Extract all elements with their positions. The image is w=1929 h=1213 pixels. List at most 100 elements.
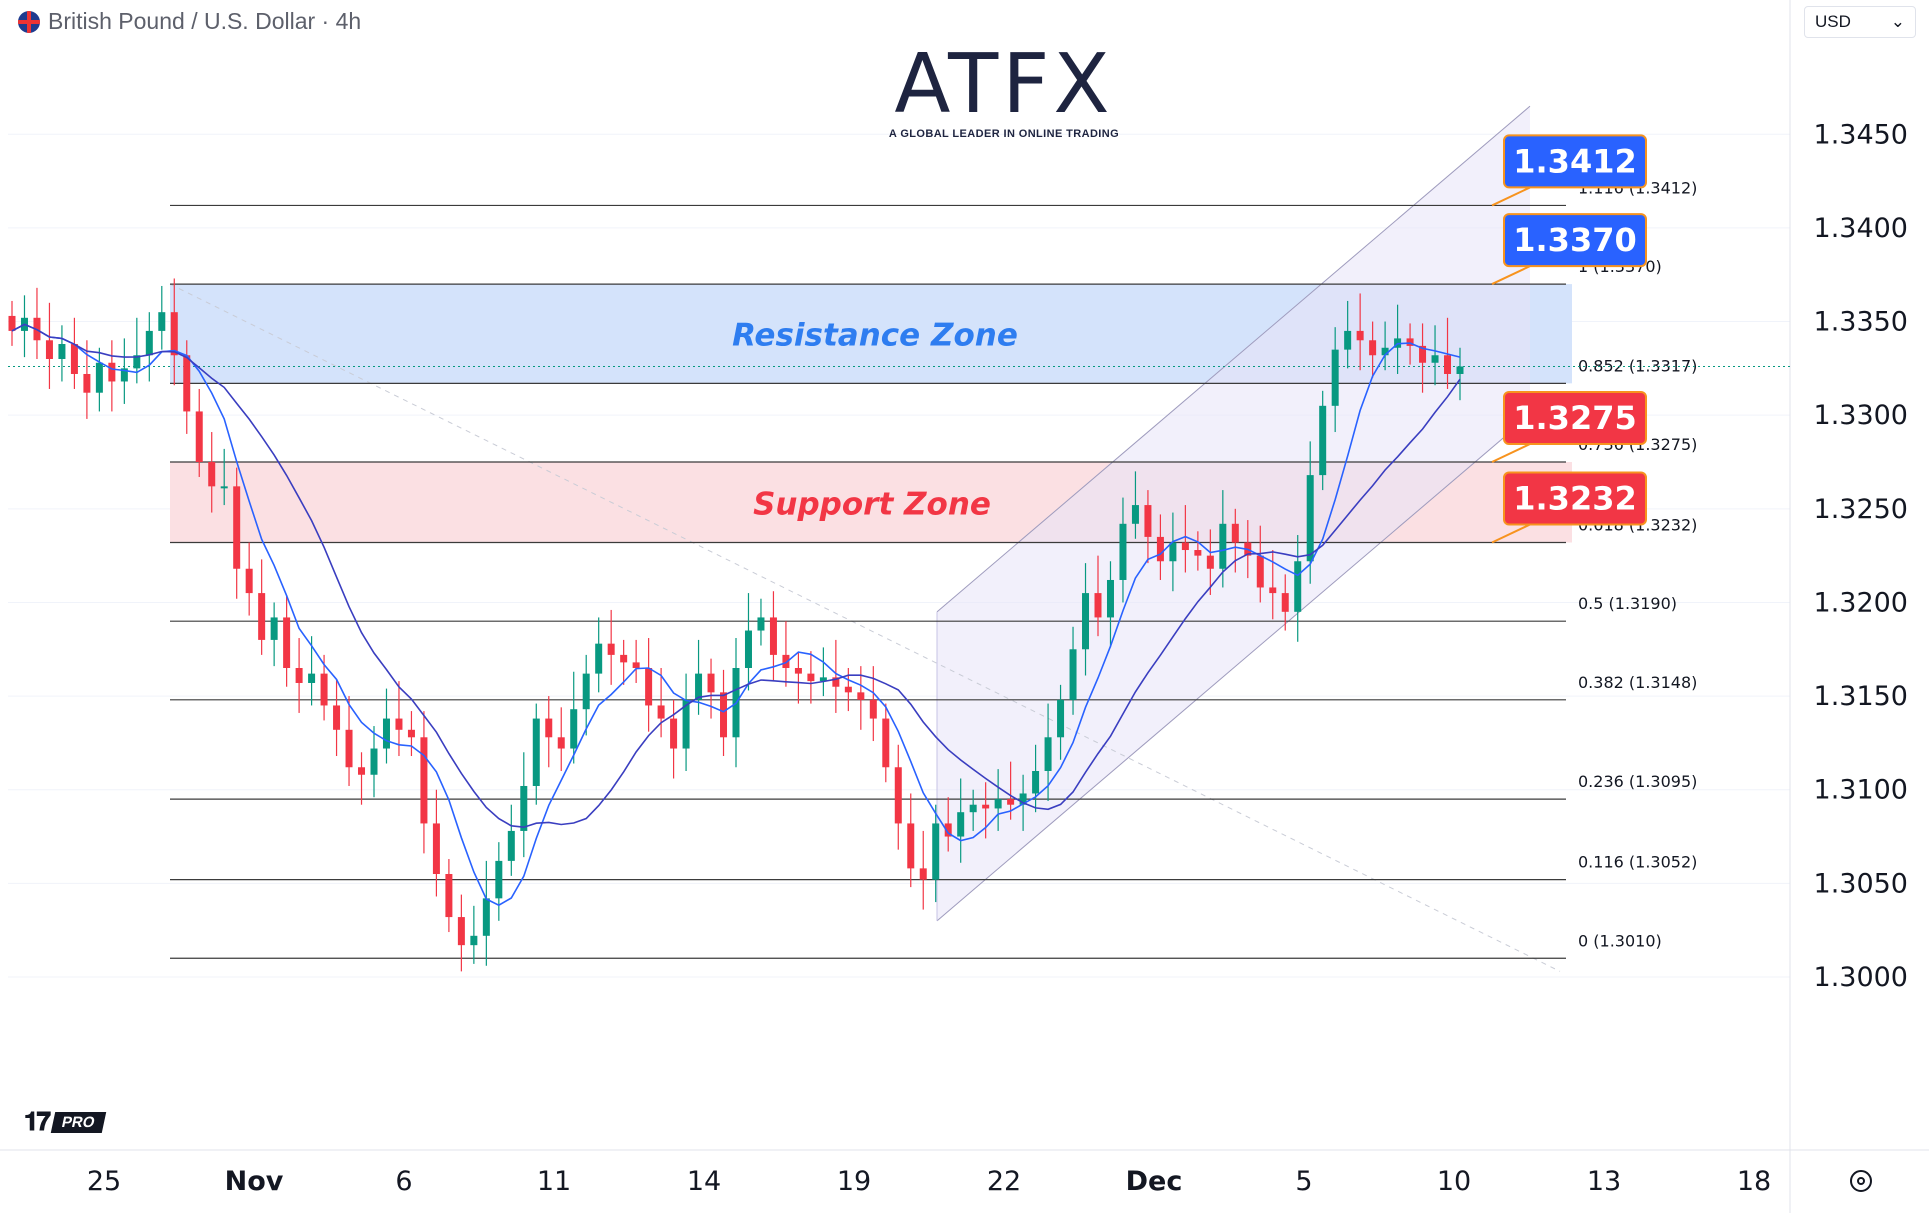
candle-body — [333, 705, 341, 730]
candle-body — [245, 568, 253, 594]
candle-body — [1094, 593, 1102, 618]
price-badge — [1503, 213, 1647, 268]
currency-select[interactable]: USD ⌄ — [1804, 6, 1916, 38]
resistance-zone-label: Resistance Zone — [732, 318, 1018, 354]
candle-body — [507, 830, 515, 861]
candle-body — [1281, 593, 1289, 612]
candle-body — [1269, 587, 1277, 594]
currency-value: USD — [1815, 12, 1851, 31]
candle-body — [158, 312, 166, 331]
brand-tagline: A GLOBAL LEADER IN ONLINE TRADING — [888, 128, 1120, 140]
candle-body — [720, 692, 728, 738]
channel-lower-line — [936, 414, 1531, 922]
candle-body — [1456, 366, 1464, 374]
fib-level-label: 0.5 (1.3190) — [1578, 594, 1677, 613]
price-tick-label: 1.3150 — [1814, 681, 1908, 712]
interval-separator: · — [315, 8, 336, 34]
candle-body — [258, 593, 266, 640]
candle-body — [1082, 593, 1090, 650]
price-tick-label: 1.3450 — [1814, 119, 1908, 150]
candle-body — [195, 411, 203, 462]
candle-body — [857, 692, 865, 700]
channel-fill — [937, 106, 1530, 921]
candle-body — [1169, 542, 1177, 562]
candle-body — [1019, 793, 1027, 805]
candle-body — [620, 654, 628, 663]
candle-body — [744, 630, 752, 668]
time-tick-label: 22 — [987, 1166, 1021, 1197]
symbol-title: British Pound / U.S. Dollar — [48, 8, 316, 34]
candle-body — [1319, 405, 1327, 476]
candle-body — [682, 699, 690, 749]
fib-level-label: 0 (1.3010) — [1578, 931, 1662, 950]
candle-body — [670, 718, 678, 749]
price-tick-label: 1.3350 — [1814, 307, 1908, 338]
candle-body — [1356, 330, 1364, 341]
candle-body — [769, 617, 777, 655]
candle-body — [70, 344, 78, 374]
candle-body — [869, 699, 877, 719]
badge-pointer — [1491, 443, 1531, 463]
time-tick-label: 5 — [1295, 1166, 1312, 1197]
candle-body — [95, 362, 103, 393]
candle-body — [370, 748, 378, 775]
candle-body — [582, 673, 590, 710]
candle-body — [1007, 799, 1015, 805]
price-badge-label: 1.3370 — [1513, 221, 1636, 259]
candle-body — [957, 812, 965, 837]
settings-gear-icon[interactable] — [1850, 1170, 1872, 1192]
gbp-flag-icon — [18, 10, 40, 33]
brand-name: ATFX — [894, 37, 1114, 132]
candle-body — [58, 344, 66, 359]
candle-body — [457, 917, 465, 946]
price-badge — [1503, 471, 1647, 526]
candle-body — [932, 823, 940, 880]
tradingview-mark-icon: 𝟏𝟕 — [24, 1106, 51, 1136]
time-tick-label: 13 — [1587, 1166, 1621, 1197]
candle-body — [794, 668, 802, 674]
candle-body — [1057, 699, 1065, 738]
price-tick-label: 1.3200 — [1814, 587, 1908, 618]
candle-body — [1181, 542, 1189, 551]
interval-label[interactable]: 4h — [335, 8, 362, 34]
price-tick-label: 1.3050 — [1814, 868, 1908, 899]
candle-body — [532, 718, 540, 786]
candle-body — [482, 898, 490, 936]
candle-body — [220, 486, 228, 489]
price-tick-label: 1.3100 — [1814, 775, 1908, 806]
candle-body — [183, 355, 191, 412]
price-badge-label: 1.3232 — [1513, 480, 1636, 518]
candle-body — [133, 355, 141, 369]
candle-body — [994, 799, 1002, 809]
price-tick-label: 1.3400 — [1814, 213, 1908, 244]
time-tick-label: 11 — [537, 1166, 571, 1197]
price-badges: 1.3412 1.3370 1.3275 1.3232 — [1491, 134, 1647, 544]
badge-pointer — [1491, 523, 1531, 544]
candle-body — [907, 823, 915, 869]
candle-body — [894, 767, 902, 824]
symbol-header[interactable]: British Pound / U.S. Dollar · 4h — [18, 8, 361, 35]
candle-body — [595, 643, 603, 674]
time-tick-label: Dec — [1126, 1166, 1183, 1197]
channel-upper-line — [936, 105, 1531, 613]
support-zone-label: Support Zone — [753, 486, 991, 522]
time-tick-label: 6 — [395, 1166, 412, 1197]
time-axis[interactable]: 25 Nov 6 11 14 19 22 Dec 5 10 13 18 — [87, 1166, 1771, 1197]
candle-body — [707, 673, 715, 693]
candle-body — [395, 718, 403, 730]
tradingview-logo: 𝟏𝟕 PRO — [24, 1106, 106, 1138]
candle-body — [1032, 771, 1040, 794]
candle-body — [1144, 505, 1152, 537]
price-axis[interactable]: 1.3450 1.3400 1.3350 1.3300 1.3250 1.3200 1.31… — [1814, 119, 1908, 993]
pro-badge: PRO — [50, 1111, 106, 1133]
price-tick-label: 1.3000 — [1814, 962, 1908, 993]
candle-body — [495, 860, 503, 899]
slow-moving-average — [11, 323, 1461, 829]
fib-level-label: 0.382 (1.3148) — [1578, 673, 1697, 692]
candle-body — [1431, 355, 1439, 363]
trend-guide-line — [169, 283, 1561, 972]
candle-body — [1156, 536, 1164, 562]
fib-level-label: 0.236 (1.3095) — [1578, 772, 1697, 791]
candle-body — [782, 654, 790, 668]
